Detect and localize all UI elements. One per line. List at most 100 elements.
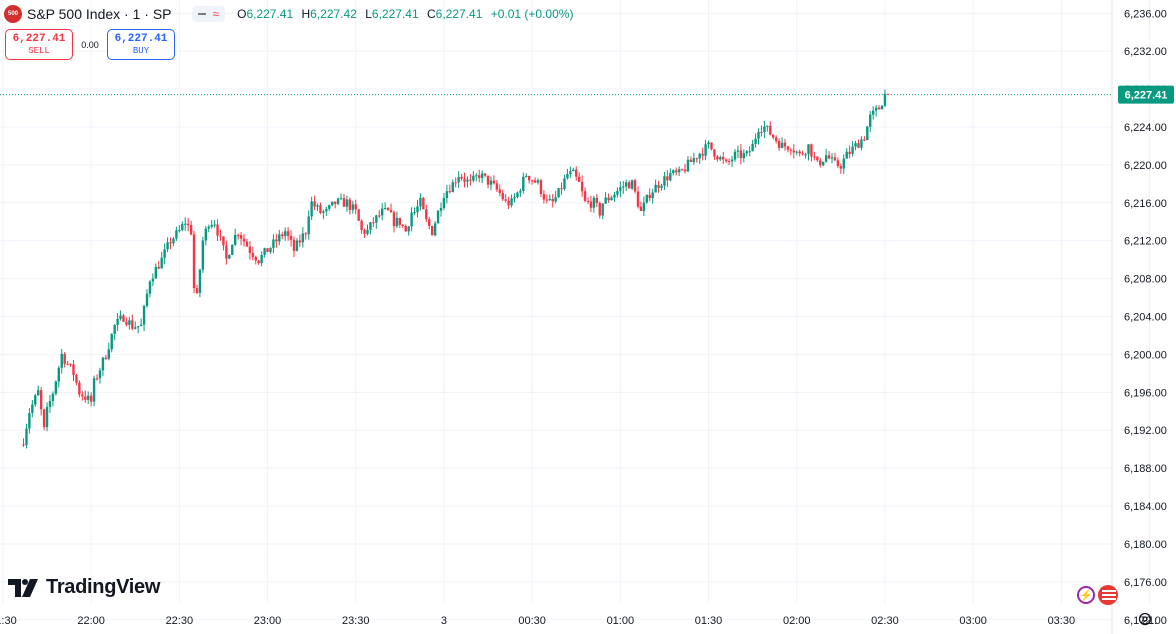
- candle-body: [87, 395, 90, 400]
- price-tick-label: 6,192.00: [1124, 425, 1167, 437]
- settings-gear-icon[interactable]: [1136, 610, 1154, 628]
- candle-body: [372, 222, 375, 224]
- candle-body: [748, 151, 751, 153]
- candle-body: [516, 192, 519, 198]
- tradingview-wordmark: TradingView: [46, 576, 161, 598]
- candle-body: [92, 378, 96, 402]
- candle-body: [266, 248, 269, 253]
- candle-body: [836, 160, 840, 167]
- us-flag-icon[interactable]: [1098, 585, 1118, 605]
- candle-body: [833, 157, 837, 161]
- candle-body: [248, 246, 252, 254]
- candle-body: [751, 143, 754, 152]
- close-key: C: [426, 7, 436, 21]
- candle-body: [478, 175, 481, 178]
- candle-body: [504, 199, 507, 201]
- candle-body: [677, 169, 681, 173]
- candle-body: [807, 144, 810, 155]
- candle-body: [139, 324, 143, 327]
- candle-body: [28, 413, 31, 429]
- candle-body: [619, 187, 622, 191]
- candle-body: [289, 235, 293, 240]
- candle-body: [660, 185, 663, 188]
- candle-body: [645, 194, 648, 203]
- last-price-tag: 6,227.41: [1118, 85, 1174, 104]
- time-tick-label: 22:30: [166, 615, 194, 627]
- candle-body: [198, 269, 202, 293]
- candle-body: [774, 137, 778, 141]
- candle-body: [692, 158, 696, 162]
- buy-button[interactable]: 6,227.41 BUY: [107, 29, 175, 60]
- candle-body: [304, 233, 307, 235]
- candle-body: [160, 257, 163, 269]
- candle-body: [442, 198, 446, 208]
- candle-body: [680, 169, 684, 171]
- candle-body: [686, 159, 690, 172]
- candle-body: [842, 158, 845, 169]
- candle-body: [172, 238, 175, 244]
- indicator-toggle[interactable]: ≈: [191, 6, 226, 22]
- candle-body: [119, 315, 122, 319]
- candle-body: [142, 306, 146, 325]
- buy-label: BUY: [132, 45, 150, 56]
- candlestick-series: [22, 89, 890, 449]
- time-axis[interactable]: 21:30 22:00 22:30 23:00 23:30 3 00:30 01:00 01:3…: [0, 615, 1157, 627]
- candle-body: [239, 235, 243, 239]
- sell-price: 6,227.41: [12, 32, 66, 45]
- candle-body: [122, 315, 125, 322]
- candle-body: [410, 212, 413, 227]
- candle-body: [772, 134, 775, 138]
- candle-body: [598, 202, 601, 216]
- candle-body: [369, 222, 372, 230]
- candle-body: [642, 202, 646, 211]
- candle-body: [766, 125, 769, 127]
- price-tick-label: 6,208.00: [1124, 274, 1167, 286]
- candle-body: [222, 236, 225, 246]
- candle-body: [754, 138, 757, 144]
- candle-body: [492, 180, 496, 184]
- candle-body: [745, 151, 748, 154]
- candle-body: [736, 150, 740, 152]
- candle-body: [313, 201, 316, 207]
- candle-body: [366, 229, 369, 234]
- candle-body: [236, 234, 240, 236]
- candle-body: [319, 205, 322, 213]
- candle-body: [780, 142, 784, 148]
- candle-body: [422, 197, 425, 210]
- candle-body: [31, 404, 34, 414]
- candle-body: [419, 197, 422, 207]
- candle-body: [498, 189, 501, 193]
- candle-body: [307, 216, 310, 235]
- open-value: 6,227.41: [246, 7, 294, 21]
- candle-body: [757, 131, 760, 139]
- symbol-title[interactable]: S&P 500 Index · 1 · SP: [27, 6, 172, 22]
- sell-button[interactable]: 6,227.41 SELL: [5, 29, 73, 60]
- wave-icon[interactable]: ≈: [212, 7, 220, 21]
- candle-body: [145, 293, 149, 307]
- candle-body: [301, 233, 305, 243]
- candle-body: [589, 201, 593, 208]
- candle-body: [630, 180, 634, 189]
- candle-body: [128, 320, 131, 325]
- lightning-icon[interactable]: ⚡: [1077, 586, 1095, 604]
- candle-body: [760, 131, 763, 133]
- candle-body: [331, 201, 334, 206]
- time-tick-label: 3: [441, 615, 447, 627]
- spread-value: 0.00: [81, 39, 99, 50]
- candle-body: [539, 180, 543, 195]
- buy-price: 6,227.41: [114, 32, 168, 45]
- candle-body: [545, 199, 549, 201]
- candle-body: [392, 212, 396, 227]
- time-tick-label: 02:00: [783, 615, 811, 627]
- candle-body: [822, 161, 825, 166]
- candle-body: [783, 142, 787, 147]
- candle-body: [727, 161, 731, 163]
- price-tick-label: 6,180.00: [1124, 539, 1167, 551]
- candle-body: [395, 217, 399, 227]
- candle-body: [363, 230, 366, 234]
- candle-body: [281, 234, 284, 236]
- tradingview-branding[interactable]: TradingView: [8, 576, 160, 599]
- candle-body: [219, 235, 222, 237]
- collapse-icon[interactable]: [197, 13, 206, 15]
